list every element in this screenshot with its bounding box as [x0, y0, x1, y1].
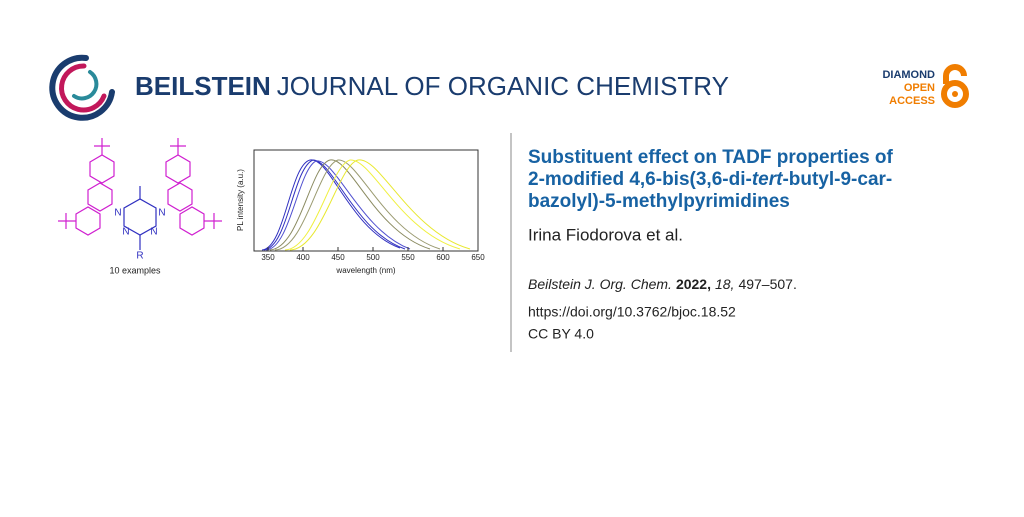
license: CC BY 4.0: [528, 326, 594, 342]
citation: Beilstein J. Org. Chem. 2022, 18, 497–507.: [528, 276, 797, 292]
logo: [49, 54, 115, 121]
badge-text: DIAMOND: [882, 69, 935, 81]
atom: N: [158, 208, 165, 219]
icon-dot: [952, 91, 958, 97]
x-tick-label: 650: [471, 253, 485, 262]
x-tick-label: 400: [296, 253, 310, 262]
atom: R: [136, 251, 143, 262]
x-tick-label: 450: [331, 253, 345, 262]
spectra: [261, 159, 471, 251]
authors: Irina Fiodorova et al.: [528, 225, 683, 244]
atom: N: [114, 208, 121, 219]
caption: 10 examples: [109, 265, 161, 275]
y-axis-label: PL intensity (a.u.): [236, 169, 245, 231]
molecule: [58, 138, 222, 236]
journal-name: BEILSTEIN JOURNAL OF ORGANIC CHEMISTRY: [135, 71, 729, 101]
pyrimidine: [123, 186, 157, 250]
title: Substituent effect on TADF properties of…: [528, 147, 898, 212]
doi[interactable]: https://doi.org/10.3762/bjoc.18.52: [528, 304, 736, 320]
open-access-icon: [941, 64, 969, 108]
x-tick-label: 350: [261, 253, 275, 262]
badge-text: ACCESS: [889, 95, 935, 107]
badge-text: OPEN: [904, 82, 935, 94]
x-tick-label: 500: [366, 253, 380, 262]
atom: N: [150, 227, 157, 238]
x-ticks: 350 400 450 500 550 600 650: [261, 247, 485, 262]
x-tick-label: 600: [436, 253, 450, 262]
plot-frame: [253, 149, 479, 252]
x-tick-label: 550: [401, 253, 415, 262]
x-axis-label: wavelength (nm): [335, 266, 395, 275]
atom: N: [122, 227, 129, 238]
